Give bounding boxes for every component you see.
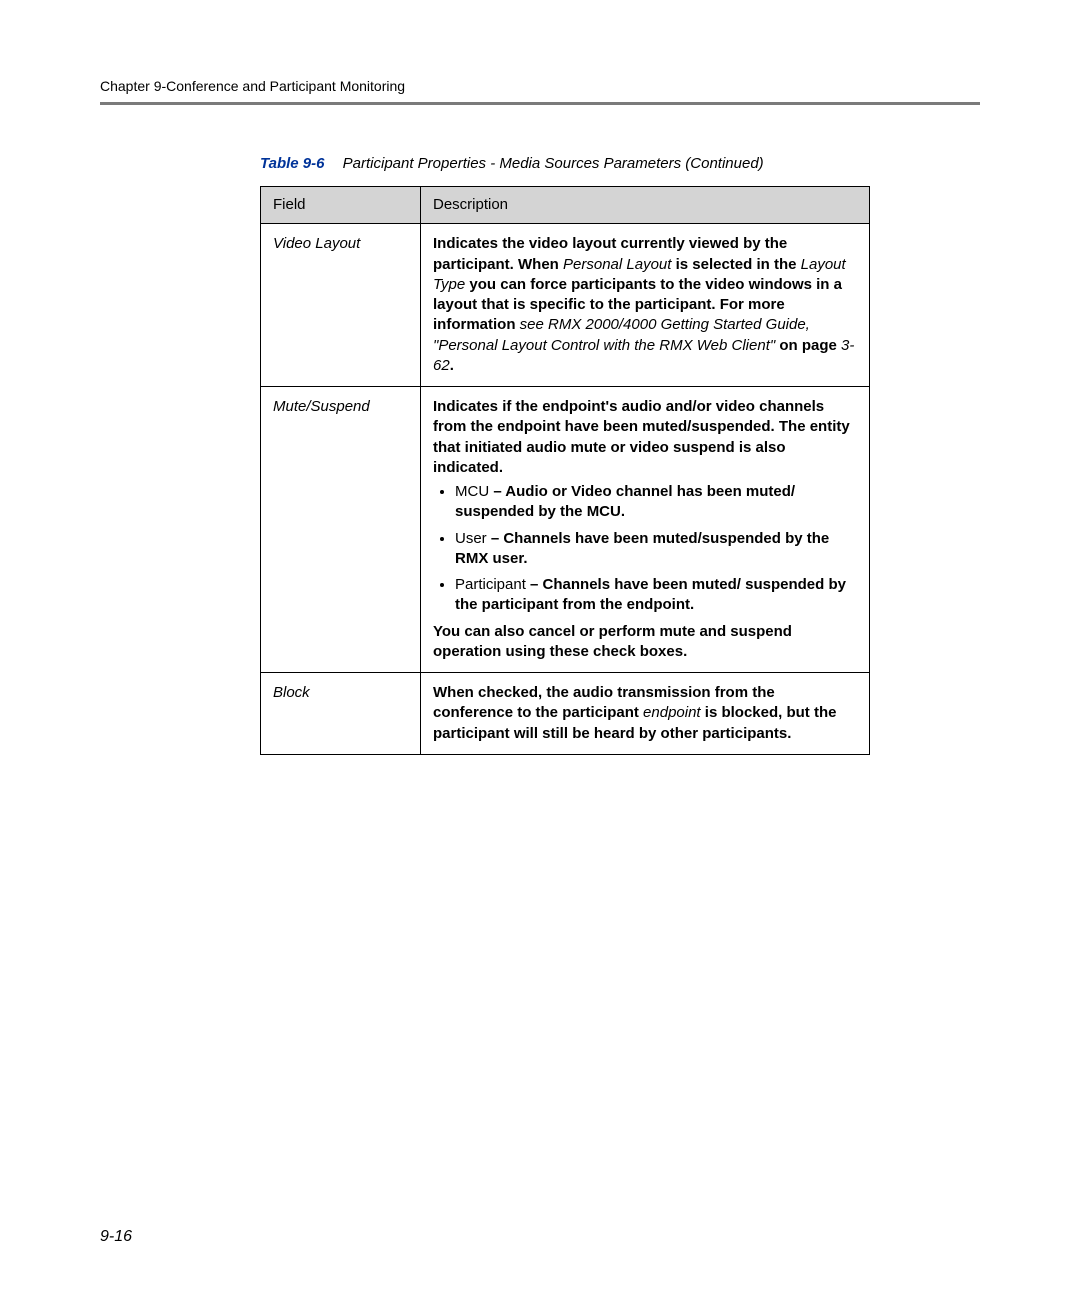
- table-row: Block When checked, the audio transmissi…: [261, 673, 870, 755]
- header-rule: [100, 102, 980, 105]
- desc-cell-block: When checked, the audio transmission fro…: [421, 673, 870, 755]
- list-item: Participant – Channels have been muted/ …: [455, 575, 857, 616]
- bullet-lead: MCU: [455, 483, 489, 500]
- text-segment: is selected in the: [671, 256, 800, 273]
- col-header-field: Field: [261, 187, 421, 224]
- text-block: Indicates if the endpoint's audio and/or…: [433, 397, 857, 478]
- text-segment: on page: [775, 337, 841, 354]
- text-segment-italic: endpoint: [643, 704, 701, 721]
- chapter-header: Chapter 9-Conference and Participant Mon…: [100, 78, 980, 94]
- text-segment-italic: Personal Layout: [563, 256, 671, 273]
- text-segment: .: [450, 357, 454, 374]
- list-item: MCU – Audio or Video channel has been mu…: [455, 482, 857, 523]
- field-cell-video-layout: Video Layout: [261, 224, 421, 387]
- table-caption: Table 9-6 Participant Properties - Media…: [260, 155, 980, 172]
- page-number: 9-16: [100, 1228, 132, 1246]
- table-label: Table 9-6: [260, 155, 324, 172]
- page-container: Chapter 9-Conference and Participant Mon…: [0, 0, 1080, 755]
- bullet-lead: Participant: [455, 576, 526, 593]
- table-title: Participant Properties - Media Sources P…: [343, 155, 764, 172]
- bullet-rest: – Channels have been muted/suspended by …: [455, 530, 829, 567]
- col-header-description: Description: [421, 187, 870, 224]
- text-block: You can also cancel or perform mute and …: [433, 622, 857, 663]
- bullet-rest: – Audio or Video channel has been muted/…: [455, 483, 795, 520]
- bullet-lead: User: [455, 530, 487, 547]
- field-cell-mute-suspend: Mute/Suspend: [261, 387, 421, 673]
- list-item: User – Channels have been muted/suspende…: [455, 529, 857, 570]
- bullet-list: MCU – Audio or Video channel has been mu…: [433, 482, 857, 616]
- properties-table: Field Description Video Layout Indicates…: [260, 186, 870, 755]
- field-cell-block: Block: [261, 673, 421, 755]
- table-header-row: Field Description: [261, 187, 870, 224]
- desc-cell-video-layout: Indicates the video layout currently vie…: [421, 224, 870, 387]
- desc-cell-mute-suspend: Indicates if the endpoint's audio and/or…: [421, 387, 870, 673]
- table-row: Mute/Suspend Indicates if the endpoint's…: [261, 387, 870, 673]
- table-row: Video Layout Indicates the video layout …: [261, 224, 870, 387]
